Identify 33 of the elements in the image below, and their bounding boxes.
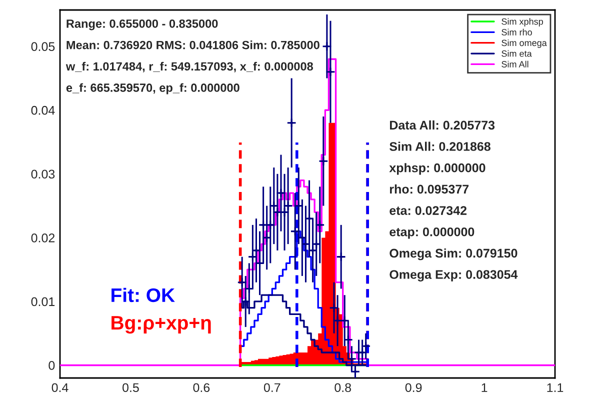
- annotation: Bg:ρ+xp+η: [112, 316, 211, 334]
- annotation: eta: 0.027342: [390, 206, 467, 215]
- legend-label: Sim eta: [502, 50, 532, 57]
- annotation: Range: 0.655000 - 0.835000: [66, 19, 218, 30]
- annotation: w_f: 1.017484, r_f: 549.157093, x_f: 0.000008: [66, 62, 314, 72]
- legend-label: Sim omega: [502, 39, 547, 48]
- annotation: e_f: 665.359570, ep_f: 0.000000: [66, 83, 240, 94]
- annotation: Omega Exp: 0.083054: [390, 270, 518, 282]
- annotation: etap: 0.000000: [390, 227, 474, 239]
- annotation: rho: 0.095377: [390, 184, 469, 194]
- y-tick-label: 0: [48, 361, 55, 370]
- legend-label: Sim xphsp: [502, 18, 543, 27]
- x-tick-label: 1.1: [547, 383, 564, 392]
- y-tick-label: 0.04: [31, 106, 55, 115]
- annotation: Fit: OK: [112, 288, 175, 302]
- annotation: Data All: 0.205773: [390, 120, 495, 130]
- y-tick-label: 0.03: [31, 170, 55, 179]
- annotation: xphsp: 0.000000: [389, 163, 486, 175]
- x-tick-label: 0.5: [122, 383, 139, 392]
- x-tick-label: 0.7: [264, 383, 280, 392]
- x-tick-label: 0.8: [334, 383, 352, 392]
- legend-label: Sim rho: [502, 28, 532, 36]
- x-tick-label: 0.4: [52, 383, 68, 392]
- y-tick-label: 0.01: [31, 297, 55, 306]
- y-tick-label: 0.02: [31, 233, 55, 242]
- x-tick-label: 1: [482, 383, 488, 392]
- legend-label: Sim All: [502, 60, 528, 68]
- x-tick-label: 0.9: [405, 383, 422, 392]
- y-tick-label: 0.05: [31, 42, 55, 52]
- annotation: Mean: 0.736920 RMS: 0.041806 Sim: 0.785000: [66, 40, 320, 50]
- x-tick-label: 0.6: [193, 383, 210, 392]
- annotation: Sim All: 0.201868: [390, 142, 490, 151]
- annotation: Omega Sim: 0.079150: [390, 248, 518, 260]
